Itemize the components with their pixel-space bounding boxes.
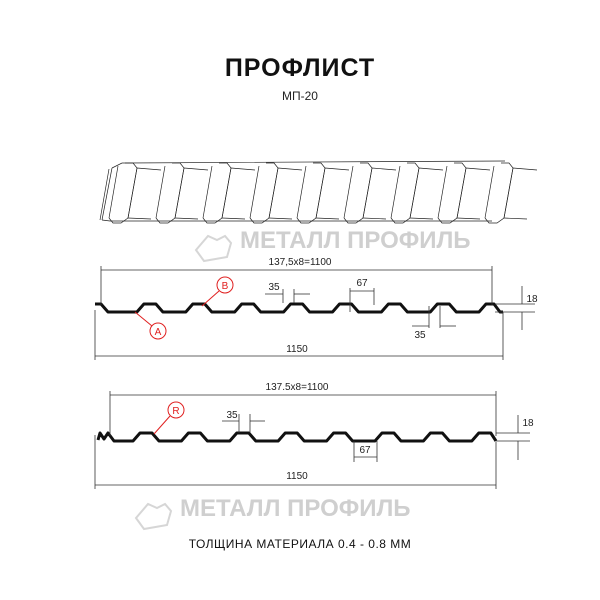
sheet-edge xyxy=(101,160,506,222)
rib-fold xyxy=(108,165,138,219)
rib-fold xyxy=(249,165,279,219)
valley xyxy=(221,167,256,220)
valley xyxy=(127,167,162,220)
profile-diagram-1: 137,5х8=1100 1150 35 67 35 18 B A xyxy=(94,257,538,360)
valley xyxy=(362,167,397,220)
height-dimension-label: 18 xyxy=(522,418,534,429)
valley xyxy=(503,167,538,220)
height-dimension-label: 18 xyxy=(526,294,538,305)
rib-fold xyxy=(202,165,232,219)
callout-r xyxy=(167,401,185,419)
callout-a-label: A xyxy=(155,327,162,338)
watermark-logo-2: МЕТАЛЛ ПРОФИЛЬ xyxy=(134,495,411,531)
model-subtitle: МП-20 xyxy=(282,89,318,103)
width-dimension-label: 1150 xyxy=(286,344,308,355)
pitch-dimension-label: 137.5x8=1100 xyxy=(266,382,329,393)
callout-b-label: B xyxy=(222,281,229,292)
rib-fold xyxy=(437,165,467,219)
valley-dimension-label: 67 xyxy=(356,278,368,289)
rib-top-dimension-label: 35 xyxy=(226,410,238,421)
valley-dimension-label: 67 xyxy=(359,445,371,456)
callout-b xyxy=(216,276,234,294)
valley xyxy=(409,167,444,220)
material-thickness-note: ТОЛЩИНА МАТЕРИАЛА 0.4 - 0.8 ММ xyxy=(189,537,412,551)
watermark-logo-icon xyxy=(134,502,173,531)
rib-fold xyxy=(296,165,326,219)
rib-fold xyxy=(343,165,373,219)
profile-section-line xyxy=(95,302,503,314)
valley xyxy=(456,167,491,220)
callout-r-label: R xyxy=(172,406,179,417)
rib-fold xyxy=(484,165,514,219)
watermark-logo-1: МЕТАЛЛ ПРОФИЛЬ xyxy=(194,227,471,263)
valley xyxy=(315,167,350,220)
profile-section-line xyxy=(96,431,498,443)
rib-fold xyxy=(155,165,185,219)
watermark-logo-icon xyxy=(194,234,233,263)
rib-top-dimension-label: 35 xyxy=(268,282,280,293)
page-title: ПРОФЛИСТ xyxy=(225,54,375,82)
callout-a xyxy=(149,322,167,340)
rib-fold xyxy=(390,165,420,219)
sheet-left-edge xyxy=(99,167,113,221)
rib-bottom-dimension-label: 35 xyxy=(414,330,426,341)
width-dimension-label: 1150 xyxy=(286,471,308,482)
sheet-3d-view xyxy=(99,160,538,224)
watermark-text: МЕТАЛЛ ПРОФИЛЬ xyxy=(240,227,471,254)
valley xyxy=(268,167,303,220)
pitch-dimension-label: 137,5х8=1100 xyxy=(269,257,332,268)
valley xyxy=(174,167,209,220)
profile-diagram-2: 137.5x8=1100 1150 35 67 18 R xyxy=(94,382,534,489)
watermark-text: МЕТАЛЛ ПРОФИЛЬ xyxy=(180,495,411,522)
